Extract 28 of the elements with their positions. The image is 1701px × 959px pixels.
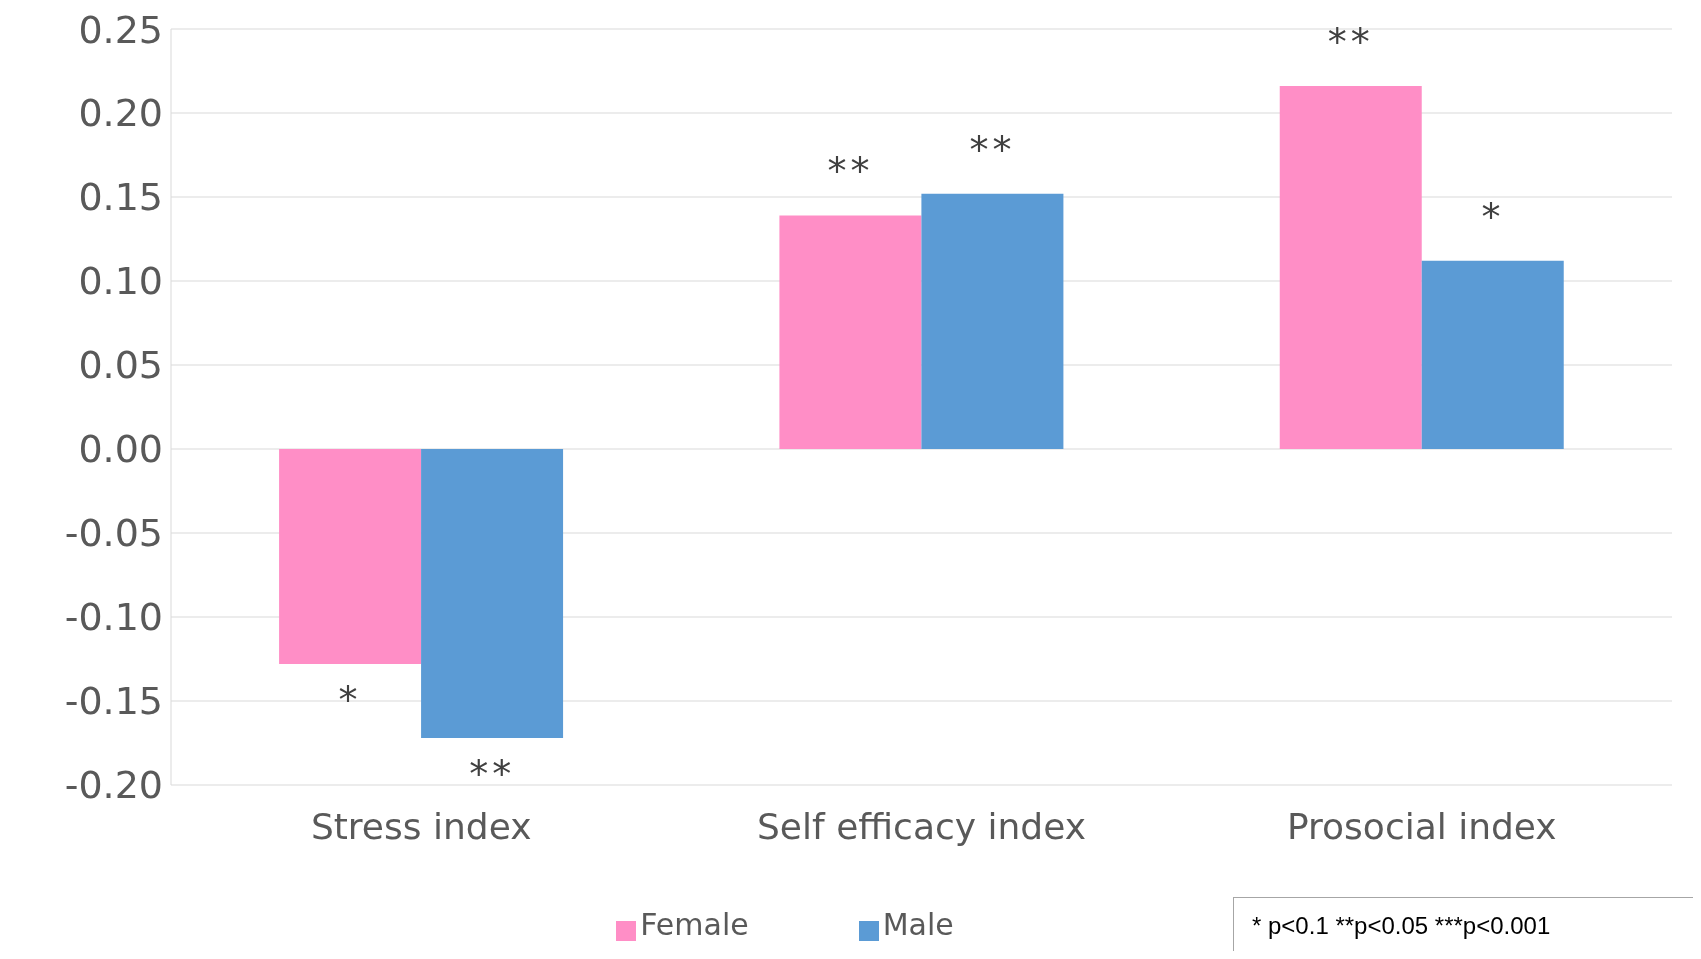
annotation: ** [468,751,517,796]
y-tick-label: 0.25 [78,7,163,52]
y-tick-label: 0.10 [78,259,163,304]
bar [1279,86,1422,449]
y-tick-label: 0.00 [78,427,163,472]
bar [921,193,1064,449]
text: * p<0.1 **p<0.05 ***p<0.001 [1233,897,1693,951]
y-tick-label: 0.15 [78,175,163,220]
bar [421,449,564,738]
annotation: * [1480,194,1506,239]
annotation: ** [1326,20,1375,65]
x-tick-label: Self efficacy index [757,805,1086,847]
bar [1421,260,1564,449]
y-tick-label: -0.20 [64,763,163,808]
y-tick-label: -0.15 [64,679,163,724]
bar [779,215,922,449]
legend-label: Female [640,907,749,942]
annotation: ** [968,127,1017,172]
annotation: * [337,678,363,723]
y-tick-label: 0.05 [78,343,163,388]
x-tick-label: Prosocial index [1286,805,1557,847]
y-tick-label: 0.20 [78,91,163,136]
annotation: ** [826,149,875,194]
bar [279,449,422,665]
legend-label: Male [882,907,954,942]
y-tick-label: -0.10 [64,595,163,640]
y-tick-label: -0.05 [64,511,163,556]
x-tick-label: Stress index [310,805,532,847]
